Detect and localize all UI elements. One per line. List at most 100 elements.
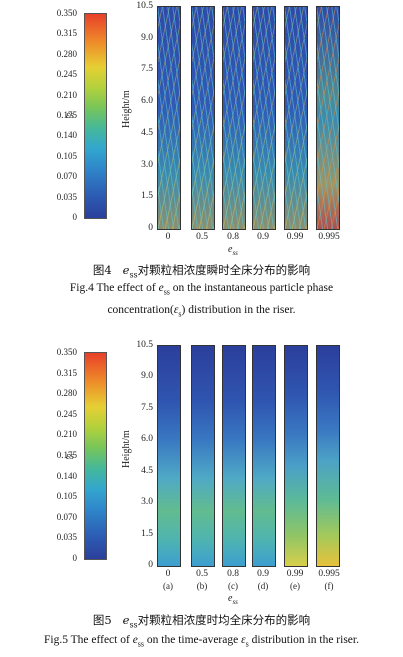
x-tick: 0.8 xyxy=(227,569,239,579)
colorbar xyxy=(84,13,107,219)
column-ess-0.99 xyxy=(284,6,308,230)
x-tick: 0.9 xyxy=(257,232,269,242)
x-axis-title: ess xyxy=(228,244,238,257)
x-tick: 0 xyxy=(165,569,171,579)
y-tick-label: 1.5 xyxy=(141,528,153,539)
caption-en-text: Fig.5 The effect of xyxy=(44,634,133,646)
column-ess-0.5 xyxy=(191,345,215,567)
x-tick: 0.995 xyxy=(318,569,340,579)
caption-en-var-sub: ss xyxy=(163,287,170,297)
figure-5-caption-en: Fig.5 The effect of ess on the time-aver… xyxy=(0,634,403,648)
caption-en-symbol: ε xyxy=(173,304,179,316)
x-axis-title: ess xyxy=(228,593,238,606)
y-tick-label: 9.0 xyxy=(141,32,153,43)
colorbar-tick-label: 0.070 xyxy=(56,171,77,182)
y-tick-label: 0 xyxy=(148,560,153,570)
x-tick: 0.995 xyxy=(318,232,340,242)
colorbar-tick-label: 0.210 xyxy=(56,429,77,440)
x-sub-label: (b) xyxy=(196,581,208,591)
colorbar-tick-label: 0.210 xyxy=(56,89,77,100)
figure-5: εs Height/m 0 0.5 0.8 0.9 0.99 0.995 (a)… xyxy=(0,336,403,606)
column-ess-0.99 xyxy=(284,345,308,567)
colorbar-tick-label: 0.105 xyxy=(56,150,77,161)
caption-en-text: distribution in the riser. xyxy=(248,634,359,646)
colorbar-tick-label: 0.140 xyxy=(56,470,77,481)
caption-en-symbol-sub: s xyxy=(245,639,249,649)
column-ess-0 xyxy=(157,345,181,567)
y-tick-label: 10.5 xyxy=(136,340,153,350)
column-ess-0.995 xyxy=(316,6,340,230)
colorbar-tick-label: 0 xyxy=(72,212,78,222)
y-tick-label: 0 xyxy=(148,223,153,233)
caption-text: 对颗粒相浓度时均全床分布的影响 xyxy=(137,613,311,627)
y-tick-label: 1.5 xyxy=(141,191,153,202)
colorbar-tick-label: 0.035 xyxy=(56,191,77,202)
colorbar-gradient xyxy=(85,353,106,559)
caption-prefix: 图4 xyxy=(92,263,112,277)
caption-en-text: ) distribution in the riser. xyxy=(181,304,296,316)
caption-var-sub: ss xyxy=(129,270,138,280)
x-axis-title-sub: ss xyxy=(232,249,238,257)
colorbar-tick-label: 0 xyxy=(72,553,78,563)
y-tick-label: 3.0 xyxy=(141,159,153,170)
y-tick-label: 10.5 xyxy=(136,1,153,11)
y-tick-label: 9.0 xyxy=(141,371,153,382)
x-sub-label: (c) xyxy=(228,581,238,591)
y-tick-label: 6.0 xyxy=(141,434,153,445)
caption-en-var: e xyxy=(158,282,164,294)
column-ess-0 xyxy=(157,6,181,230)
x-tick: 0.9 xyxy=(257,569,269,579)
x-tick: 0.5 xyxy=(196,232,208,242)
caption-en-text: on the instantaneous particle phase xyxy=(169,282,334,294)
colorbar xyxy=(84,352,107,560)
figure-4-caption-cn: 图4 ess对颗粒相浓度瞬时全床分布的影响 xyxy=(0,262,403,279)
x-sub-label: (f) xyxy=(324,581,334,591)
colorbar-tick-label: 0.175 xyxy=(56,110,77,120)
caption-text: 对颗粒相浓度瞬时全床分布的影响 xyxy=(137,263,311,277)
caption-en-text: Fig.4 The effect of xyxy=(69,282,159,294)
caption-var: e xyxy=(122,263,130,277)
column-ess-0.8 xyxy=(222,345,246,567)
caption-var: e xyxy=(122,613,130,627)
caption-en-symbol-sub: s xyxy=(178,309,182,319)
caption-prefix: 图5 xyxy=(92,613,112,627)
caption-var-sub: ss xyxy=(129,620,138,630)
colorbar-tick-label: 0.105 xyxy=(56,491,77,502)
figure-4-caption-en-line1: Fig.4 The effect of ess on the instantan… xyxy=(0,282,403,296)
colorbar-label: εs xyxy=(66,110,74,121)
column-ess-0.9 xyxy=(252,6,276,230)
colorbar-label: εs xyxy=(66,451,74,462)
x-tick: 0 xyxy=(165,232,171,242)
x-axis-title-main: e xyxy=(228,244,233,255)
figure-4: εs Height/m 0 0.5 0.8 0.9 0.99 0.995 ess… xyxy=(0,0,403,258)
x-sub-label: (a) xyxy=(163,581,173,591)
column-ess-0.995 xyxy=(316,345,340,567)
colorbar-tick-label: 0.245 xyxy=(56,69,77,80)
colorbar-tick-label: 0.245 xyxy=(56,408,77,419)
x-axis-title-sub: ss xyxy=(232,598,238,606)
x-tick: 0.5 xyxy=(196,569,208,579)
colorbar-tick-label: 0.175 xyxy=(56,450,77,460)
colorbar-tick-label: 0.280 xyxy=(56,388,77,399)
colorbar-tick-label: 0.350 xyxy=(56,8,77,18)
colorbar-tick-label: 0.315 xyxy=(56,28,77,39)
colorbar-tick-label: 0.035 xyxy=(56,532,77,543)
column-ess-0.9 xyxy=(252,345,276,567)
x-sub-label: (d) xyxy=(257,581,269,591)
colorbar-tick-label: 0.315 xyxy=(56,367,77,378)
x-tick: 0.8 xyxy=(227,232,239,242)
colorbar-tick-label: 0.350 xyxy=(56,347,77,357)
colorbar-gradient xyxy=(85,14,106,218)
x-tick: 0.99 xyxy=(286,569,304,579)
caption-en-var-sub: ss xyxy=(137,639,145,649)
x-sub-label: (e) xyxy=(290,581,300,591)
x-tick: 0.99 xyxy=(286,232,304,242)
colorbar-tick-label: 0.280 xyxy=(56,48,77,59)
figure-5-caption-cn: 图5 ess对颗粒相浓度时均全床分布的影响 xyxy=(0,612,403,629)
y-tick-label: 4.5 xyxy=(141,127,153,138)
figure-4-caption-en-line2: concentration(εs) distribution in the ri… xyxy=(0,304,403,318)
y-tick-label: 7.5 xyxy=(141,402,153,413)
caption-en-symbol: ε xyxy=(241,634,246,646)
colorbar-tick-label: 0.070 xyxy=(56,511,77,522)
x-axis-title-main: e xyxy=(228,593,233,604)
